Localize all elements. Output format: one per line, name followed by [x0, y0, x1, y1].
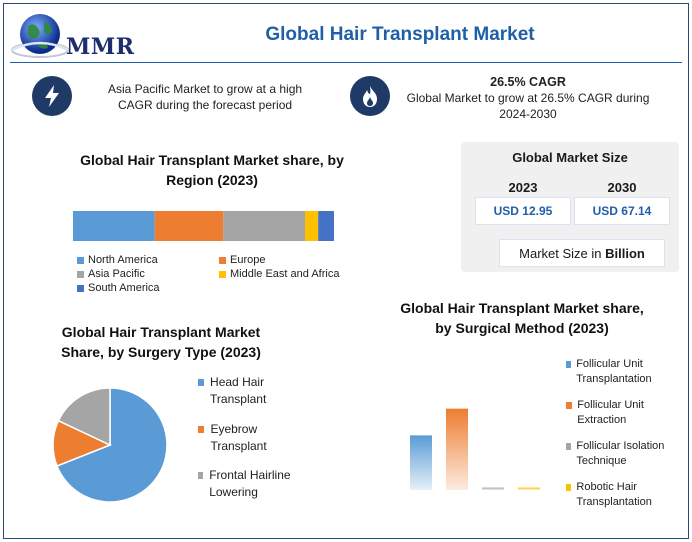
- market-size-panel: Global Market Size 2023 2030 USD 12.95 U…: [461, 142, 679, 272]
- unit-prefix: Market Size in: [519, 245, 606, 261]
- unit-bold: Billion: [605, 245, 645, 261]
- region-chart-title: Global Hair Transplant Market share, by …: [80, 152, 344, 188]
- header-divider: [10, 62, 682, 63]
- method-bar-follicular-unit-transplantation: [410, 435, 432, 490]
- globe-icon: [11, 14, 69, 58]
- pie-slice-frontal-hairline-lowering: [57, 387, 111, 447]
- surgical-method-chart: [410, 408, 540, 490]
- market-size-title: Global Market Size: [512, 150, 628, 165]
- region-bar-segment-europe: [154, 211, 224, 241]
- surgery-type-pie: [52, 387, 168, 503]
- market-size-unit: Market Size in Billion: [499, 239, 665, 267]
- page-title: Global Hair Transplant Market: [265, 24, 535, 45]
- region-bar-segment-south-america: [318, 211, 334, 241]
- value-2023: USD 12.95: [475, 197, 571, 225]
- region-bar-segment-north-america: [73, 211, 155, 241]
- logo-text: MMR: [66, 34, 135, 60]
- cagr-note: Global Market to grow at 26.5% CAGR duri…: [406, 91, 650, 121]
- method-bar-follicular-isolation-technique: [482, 487, 504, 490]
- region-chart: [73, 211, 334, 241]
- surgery-type-chart-title: Global Hair Transplant Market Share, by …: [61, 324, 261, 360]
- method-bar-robotic-hair-transplantation: [518, 487, 540, 490]
- year-2023-label: 2023: [508, 180, 538, 195]
- method-bar-follicular-unit-extraction: [446, 408, 468, 490]
- pie-slice-head-hair-transplant: [56, 387, 168, 503]
- asia-pacific-note: Asia Pacific Market to grow at a high CA…: [107, 82, 303, 112]
- year-2030-label: 2030: [607, 180, 637, 195]
- mmr-logo: MMR: [10, 10, 140, 62]
- infographic-frame: [3, 3, 689, 539]
- cagr-value: 26.5% CAGR: [490, 75, 566, 89]
- region-bar-segment-asia-pacific: [223, 211, 305, 241]
- lightning-icon: [32, 76, 72, 116]
- value-2030: USD 67.14: [574, 197, 670, 225]
- region-bar-segment-middle-east-and-africa: [305, 211, 319, 241]
- flame-icon: [350, 76, 390, 116]
- surgical-method-chart-title: Global Hair Transplant Market share, by …: [400, 300, 644, 336]
